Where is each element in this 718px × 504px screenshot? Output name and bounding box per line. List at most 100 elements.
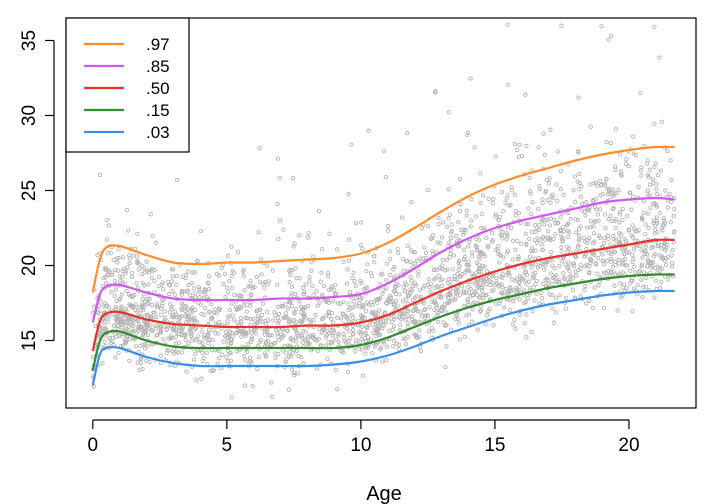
scatter-point: [524, 312, 529, 317]
scatter-point: [350, 327, 356, 333]
scatter-point: [301, 307, 306, 313]
scatter-point: [446, 277, 451, 282]
scatter-point: [530, 271, 536, 276]
scatter-point: [140, 332, 146, 337]
scatter-point: [276, 334, 281, 339]
scatter-point: [440, 263, 445, 268]
scatter-point: [620, 217, 625, 223]
scatter-point: [135, 231, 140, 237]
scatter-point: [113, 355, 118, 360]
scatter-point: [174, 282, 179, 287]
scatter-point: [166, 336, 171, 341]
scatter-point: [126, 292, 131, 297]
scatter-point: [144, 358, 149, 364]
scatter-point: [514, 276, 520, 281]
scatter-point: [301, 292, 306, 297]
scatter-point: [512, 192, 517, 197]
scatter-point: [525, 221, 531, 227]
scatter-point: [153, 240, 158, 245]
scatter-point: [166, 282, 172, 288]
scatter-point: [331, 299, 336, 304]
scatter-point: [261, 301, 266, 306]
scatter-point: [180, 326, 185, 331]
scatter-point: [661, 215, 666, 221]
scatter-point: [443, 364, 448, 370]
scatter-point: [659, 280, 664, 285]
scatter-point: [611, 237, 616, 242]
scatter-point: [237, 293, 243, 298]
scatter-point: [301, 360, 306, 366]
scatter-point: [668, 199, 674, 205]
scatter-point: [548, 200, 553, 205]
scatter-point: [292, 310, 297, 315]
scatter-point: [216, 356, 222, 361]
scatter-point: [491, 197, 496, 202]
scatter-point: [257, 279, 263, 285]
scatter-point: [132, 292, 137, 298]
scatter-point: [229, 274, 234, 279]
x-axis-title: Age: [366, 483, 402, 504]
scatter-point: [584, 262, 589, 267]
scatter-point: [517, 274, 523, 279]
scatter-point: [501, 305, 507, 310]
scatter-point: [136, 324, 141, 329]
scatter-point: [143, 329, 148, 334]
scatter-point: [288, 354, 293, 359]
scatter-point: [196, 284, 201, 290]
scatter-point: [474, 260, 479, 266]
scatter-point: [372, 260, 377, 265]
scatter-point: [576, 238, 581, 243]
scatter-point: [131, 253, 136, 258]
scatter-point: [144, 259, 149, 264]
scatter-point: [512, 317, 517, 322]
scatter-point: [315, 303, 320, 308]
scatter-point: [429, 281, 434, 286]
scatter-point: [643, 284, 648, 289]
scatter-point: [643, 275, 649, 281]
scatter-point: [641, 198, 646, 204]
scatter-point: [332, 291, 337, 296]
scatter-point: [202, 287, 207, 292]
legend-label: .97: [146, 35, 170, 54]
scatter-point: [545, 197, 550, 203]
scatter-point: [358, 330, 364, 335]
scatter-point: [641, 248, 647, 254]
scatter-point: [417, 319, 422, 324]
scatter-point: [209, 302, 214, 307]
scatter-point: [258, 257, 263, 262]
scatter-point: [122, 315, 127, 321]
scatter-point: [134, 331, 139, 336]
scatter-point: [317, 300, 323, 305]
scatter-point: [106, 223, 111, 228]
scatter-point: [617, 212, 623, 217]
scatter-point: [484, 282, 489, 287]
scatter-point: [256, 354, 262, 360]
scatter-point: [493, 214, 498, 219]
scatter-point: [652, 164, 657, 170]
scatter-point: [643, 244, 649, 249]
scatter-point: [616, 188, 621, 193]
scatter-point: [350, 315, 356, 320]
scatter-point: [537, 222, 542, 228]
scatter-point: [294, 348, 300, 354]
scatter-point: [405, 309, 410, 314]
scatter-point: [551, 320, 557, 325]
scatter-point: [464, 213, 469, 218]
scatter-point: [325, 270, 331, 276]
scatter-point: [573, 217, 578, 222]
scatter-point: [129, 322, 134, 328]
scatter-point: [453, 297, 458, 302]
scatter-point: [570, 287, 576, 292]
scatter-point: [310, 334, 316, 340]
scatter-point: [134, 281, 139, 286]
scatter-point: [525, 272, 530, 278]
scatter-point: [326, 274, 331, 279]
scatter-point: [380, 271, 385, 276]
scatter-point: [356, 329, 362, 334]
scatter-point: [547, 235, 553, 241]
scatter-point: [399, 215, 405, 220]
scatter-point: [401, 336, 406, 341]
scatter-point: [514, 147, 519, 153]
scatter-point: [480, 193, 486, 198]
scatter-point: [546, 181, 552, 186]
